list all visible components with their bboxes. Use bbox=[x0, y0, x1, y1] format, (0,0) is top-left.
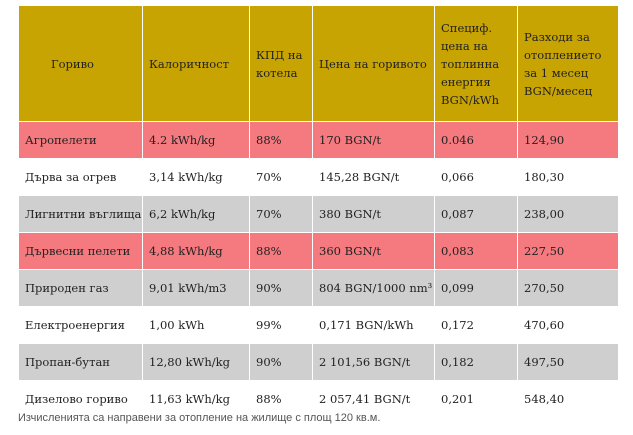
efficiency-cell: 70% bbox=[249, 158, 313, 196]
specific-price-cell: 0,087 bbox=[434, 195, 518, 233]
calorific-value-cell: 6,2 kWh/kg bbox=[142, 195, 250, 233]
specific-price-cell: 0,099 bbox=[434, 269, 518, 307]
fuel-name-cell: Дизелово гориво bbox=[18, 380, 143, 418]
fuel-name-cell: Лигнитни въглища bbox=[18, 195, 143, 233]
efficiency-cell: 88% bbox=[249, 121, 313, 159]
fuel-price-cell: 2 057,41 BGN/t bbox=[312, 380, 435, 418]
table-row: Природен газ 9,01 kWh/m3 90% 804 BGN/1000 n… bbox=[18, 269, 619, 307]
fuel-name-cell: Дървесни пелети bbox=[18, 232, 143, 270]
specific-price-cell: 0,182 bbox=[434, 343, 518, 381]
efficiency-cell: 88% bbox=[249, 380, 313, 418]
table-row: Пропан-бутан 12,80 kWh/kg 90% 2 101,56 BGN… bbox=[18, 343, 619, 381]
fuel-price-cell: 0,171 BGN/kWh bbox=[312, 306, 435, 344]
table-row: Електроенергия 1,00 kWh 99% 0,171 BGN/kWh 0,… bbox=[18, 306, 619, 344]
specific-price-cell: 0,201 bbox=[434, 380, 518, 418]
calorific-value-cell: 3,14 kWh/kg bbox=[142, 158, 250, 196]
fuel-price-cell: 170 BGN/t bbox=[312, 121, 435, 159]
efficiency-cell: 88% bbox=[249, 232, 313, 270]
calorific-value-cell: 1,00 kWh bbox=[142, 306, 250, 344]
table-row: Лигнитни въглища 6,2 kWh/kg 70% 380 BGN/t 0… bbox=[18, 195, 619, 233]
efficiency-cell: 90% bbox=[249, 269, 313, 307]
table-header-row: Гориво Калоричност КПД на котела Цена на… bbox=[18, 5, 619, 122]
monthly-cost-cell: 548,40 bbox=[517, 380, 619, 418]
fuel-cost-table: Гориво Калоричност КПД на котела Цена на… bbox=[18, 5, 619, 418]
fuel-price-cell: 2 101,56 BGN/t bbox=[312, 343, 435, 381]
specific-price-cell: 0,083 bbox=[434, 232, 518, 270]
fuel-price-cell: 380 BGN/t bbox=[312, 195, 435, 233]
efficiency-cell: 90% bbox=[249, 343, 313, 381]
monthly-cost-cell: 470,60 bbox=[517, 306, 619, 344]
footnote: Изчисленията са направени за отопление н… bbox=[18, 412, 381, 424]
monthly-cost-cell: 238,00 bbox=[517, 195, 619, 233]
fuel-cost-table-container: Гориво Калоричност КПД на котела Цена на… bbox=[18, 5, 619, 418]
header-monthly-heating-cost: Разходи за отоплението за 1 месец BGN/ме… bbox=[517, 5, 619, 122]
calorific-value-cell: 4.2 kWh/kg bbox=[142, 121, 250, 159]
fuel-name-cell: Агропелети bbox=[18, 121, 143, 159]
calorific-value-cell: 9,01 kWh/m3 bbox=[142, 269, 250, 307]
monthly-cost-cell: 227,50 bbox=[517, 232, 619, 270]
table-row: Дърва за огрев 3,14 kWh/kg 70% 145,28 BGN/t… bbox=[18, 158, 619, 196]
table-row: Дизелово гориво 11,63 kWh/kg 88% 2 057,41 … bbox=[18, 380, 619, 418]
specific-price-cell: 0,172 bbox=[434, 306, 518, 344]
header-calorific-value: Калоричност bbox=[142, 5, 250, 122]
fuel-name-cell: Дърва за огрев bbox=[18, 158, 143, 196]
monthly-cost-cell: 124,90 bbox=[517, 121, 619, 159]
table-row: Дървесни пелети 4,88 kWh/kg 88% 360 BGN/t 0… bbox=[18, 232, 619, 270]
fuel-name-cell: Електроенергия bbox=[18, 306, 143, 344]
header-fuel: Гориво bbox=[18, 5, 143, 122]
table-body: Агропелети 4.2 kWh/kg 88% 170 BGN/t 0.046 124… bbox=[18, 121, 619, 418]
efficiency-cell: 99% bbox=[249, 306, 313, 344]
specific-price-cell: 0,066 bbox=[434, 158, 518, 196]
monthly-cost-cell: 180,30 bbox=[517, 158, 619, 196]
efficiency-cell: 70% bbox=[249, 195, 313, 233]
table-row: Агропелети 4.2 kWh/kg 88% 170 BGN/t 0.046 124… bbox=[18, 121, 619, 159]
specific-price-cell: 0.046 bbox=[434, 121, 518, 159]
fuel-price-cell: 360 BGN/t bbox=[312, 232, 435, 270]
header-specific-energy-price: Специф. цена на топлинна енергия BGN/kWh bbox=[434, 5, 518, 122]
monthly-cost-cell: 270,50 bbox=[517, 269, 619, 307]
fuel-name-cell: Пропан-бутан bbox=[18, 343, 143, 381]
fuel-name-cell: Природен газ bbox=[18, 269, 143, 307]
header-fuel-price: Цена на горивото bbox=[312, 5, 435, 122]
fuel-price-cell: 145,28 BGN/t bbox=[312, 158, 435, 196]
fuel-price-cell: 804 BGN/1000 nm³ bbox=[312, 269, 435, 307]
calorific-value-cell: 12,80 kWh/kg bbox=[142, 343, 250, 381]
header-boiler-efficiency: КПД на котела bbox=[249, 5, 313, 122]
calorific-value-cell: 4,88 kWh/kg bbox=[142, 232, 250, 270]
monthly-cost-cell: 497,50 bbox=[517, 343, 619, 381]
